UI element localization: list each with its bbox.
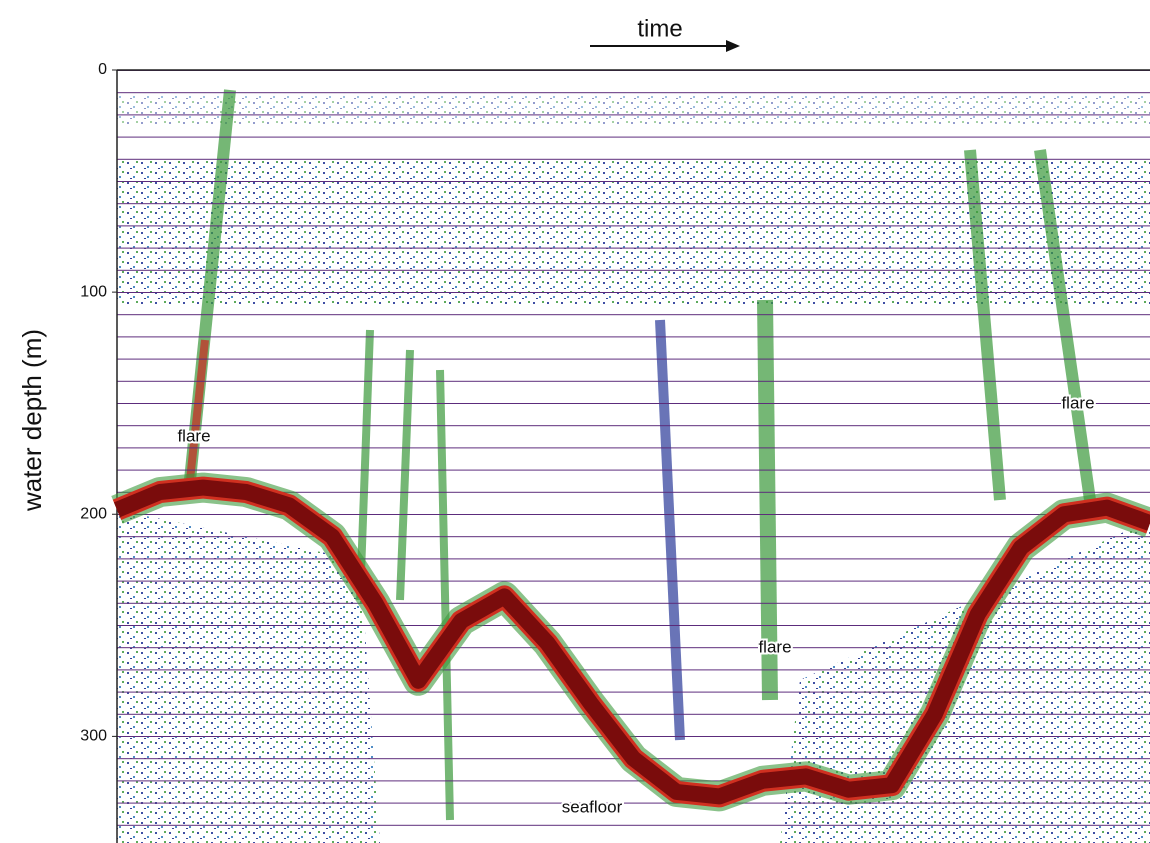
y-tick-label: 100	[80, 283, 107, 300]
y-tick-label: 0	[98, 61, 107, 78]
y-tick-label: 300	[80, 728, 107, 745]
seafloor-line	[113, 479, 1150, 805]
y-axis-label: water depth (m)	[17, 329, 47, 512]
annotation: flare	[758, 637, 791, 656]
time-arrowhead	[726, 40, 740, 52]
y-tick-label: 200	[80, 505, 107, 522]
depth-grid	[117, 70, 1150, 843]
annotation: flare	[1061, 393, 1094, 412]
annotation: flare	[177, 426, 210, 445]
chart-title: time	[637, 15, 682, 42]
annotation: seafloor	[562, 797, 623, 816]
